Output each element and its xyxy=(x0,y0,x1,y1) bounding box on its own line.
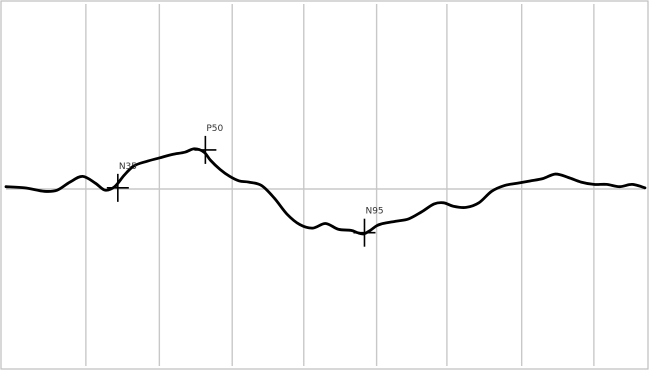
peak-marker-p50: P50 xyxy=(194,124,224,164)
trace-layer xyxy=(4,147,647,236)
peak-label: N95 xyxy=(365,207,383,217)
peak-marker-n95: N95 xyxy=(353,207,384,247)
peak-markers: N35 P50 N95 xyxy=(106,124,384,247)
peak-label: P50 xyxy=(206,124,223,134)
waveform-trace xyxy=(4,147,647,236)
peak-marker-n35: N35 xyxy=(106,162,137,202)
peak-label: N35 xyxy=(119,162,137,172)
